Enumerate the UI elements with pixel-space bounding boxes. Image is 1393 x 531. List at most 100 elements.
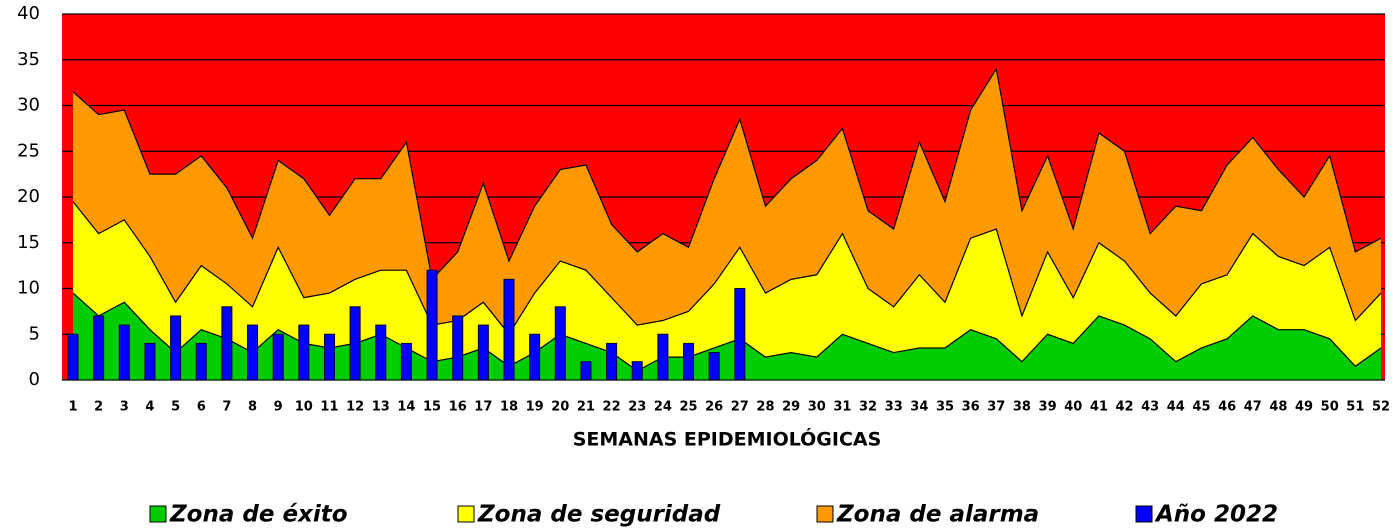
y-tick-label: 30 [17,95,40,116]
area-outline [72,292,1382,372]
bar [503,278,515,381]
x-tick-label: 29 [782,400,800,415]
x-tick-label: 28 [756,400,774,415]
bar [298,324,310,381]
legend-label: Zona de seguridad [477,502,721,528]
x-tick-label: 42 [1115,400,1133,415]
x-tick-label: 9 [274,400,283,415]
legend-swatch [457,505,475,523]
bar [247,324,259,381]
x-tick-label: 46 [1218,400,1236,415]
x-tick-label: 15 [423,400,441,415]
bar [93,315,105,381]
x-tick-label: 2 [94,400,103,415]
x-tick-label: 35 [936,400,954,415]
x-tick-label: 23 [628,400,646,415]
x-tick-label: 7 [222,400,231,415]
x-tick-label: 31 [833,400,851,415]
x-tick-label: 24 [654,400,672,415]
x-tick-label: 19 [526,400,544,415]
x-tick-label: 41 [1090,400,1108,415]
x-tick-label: 22 [603,400,621,415]
y-tick-label: 5 [29,323,40,344]
bar [452,315,464,381]
bar [529,333,541,381]
x-tick-label: 47 [1244,400,1262,415]
x-tick-label: 52 [1372,400,1390,415]
bar [400,342,412,381]
x-tick-label: 45 [1192,400,1210,415]
x-tick-label: 3 [120,400,129,415]
bar [426,269,438,381]
x-tick-label: 32 [859,400,877,415]
x-tick-label: 4 [145,400,154,415]
y-tick-label: 10 [17,278,40,299]
bar [554,306,566,381]
x-tick-label: 16 [449,400,467,415]
x-tick-label: 38 [1013,400,1031,415]
x-tick-label: 40 [1064,400,1082,415]
bar [657,333,669,381]
x-tick-label: 48 [1269,400,1287,415]
y-tick-label: 15 [17,232,40,253]
y-tick-label: 40 [17,3,40,24]
x-axis-title: SEMANAS EPIDEMIOLÓGICAS [573,427,882,451]
x-tick-label: 6 [197,400,206,415]
x-tick-label: 5 [171,400,180,415]
x-tick-label: 51 [1346,400,1364,415]
x-tick-label: 14 [397,400,415,415]
legend-label: Zona de alarma [836,502,1039,528]
bar [683,342,695,381]
bar [272,333,284,381]
legend-swatch [1135,505,1153,523]
legend-label: Zona de éxito [169,502,348,528]
bar [118,324,130,381]
y-tick-label: 35 [17,49,40,70]
bar [195,342,207,381]
legend-swatch [149,505,167,523]
x-tick-label: 49 [1295,400,1313,415]
x-tick-label: 20 [551,400,569,415]
x-tick-label: 25 [679,400,697,415]
x-tick-label: 11 [320,400,338,415]
area-outline [72,201,1382,336]
bar [323,333,335,381]
bar [606,342,618,381]
legend-label: Año 2022 [1154,502,1278,528]
x-tick-label: 26 [705,400,723,415]
bar [67,333,79,381]
x-tick-label: 44 [1167,400,1185,415]
x-tick-label: 8 [248,400,257,415]
x-tick-label: 37 [987,400,1005,415]
bar [708,352,720,381]
x-tick-label: 34 [910,400,928,415]
x-tick-label: 10 [295,400,313,415]
x-tick-label: 43 [1141,400,1159,415]
y-tick-label: 20 [17,186,40,207]
bar [221,306,233,381]
x-tick-label: 36 [962,400,980,415]
x-tick-label: 18 [500,400,518,415]
bar [631,361,643,381]
bar [580,361,592,381]
area [73,201,1381,380]
area-outline [72,67,1382,281]
bar [734,288,746,381]
x-tick-label: 13 [372,400,390,415]
x-tick-label: 30 [808,400,826,415]
bar [170,315,182,381]
bar [477,324,489,381]
x-tick-label: 39 [1039,400,1057,415]
x-tick-label: 50 [1321,400,1339,415]
bar [375,324,387,381]
bar [144,342,156,381]
x-tick-label: 17 [474,400,492,415]
bar [349,306,361,381]
x-tick-label: 21 [577,400,595,415]
x-tick-label: 33 [885,400,903,415]
y-tick-label: 25 [17,140,40,161]
legend-swatch [816,505,834,523]
y-tick-label: 0 [29,369,40,390]
x-tick-label: 27 [731,400,749,415]
